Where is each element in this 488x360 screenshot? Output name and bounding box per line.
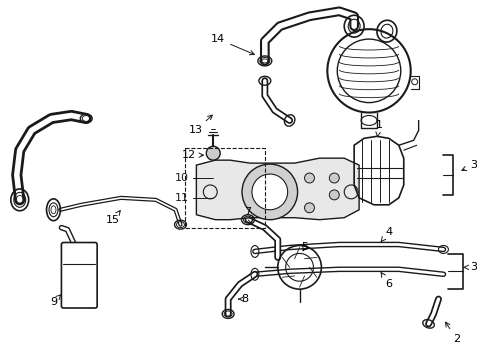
Circle shape [251,174,287,210]
Text: 12: 12 [181,150,203,160]
Bar [185,148,264,228]
Text: 14: 14 [211,34,254,55]
Circle shape [206,146,220,160]
Circle shape [242,164,297,220]
Circle shape [328,173,339,183]
FancyBboxPatch shape [61,243,97,308]
Text: 7: 7 [244,207,252,224]
Text: 3: 3 [461,160,476,171]
Text: 10: 10 [174,173,188,183]
Text: 2: 2 [445,322,459,344]
Polygon shape [196,158,358,220]
Text: 5: 5 [301,243,307,252]
Circle shape [304,173,314,183]
Text: 4: 4 [380,226,392,242]
Circle shape [328,190,339,200]
Text: 15: 15 [106,211,120,225]
Text: 9: 9 [50,295,61,307]
Text: 8: 8 [238,294,248,304]
Text: 6: 6 [380,273,391,289]
Text: 13: 13 [188,115,212,135]
Text: 11: 11 [174,193,188,203]
Text: 3: 3 [463,262,476,272]
Text: 1: 1 [375,121,382,136]
Circle shape [304,203,314,213]
